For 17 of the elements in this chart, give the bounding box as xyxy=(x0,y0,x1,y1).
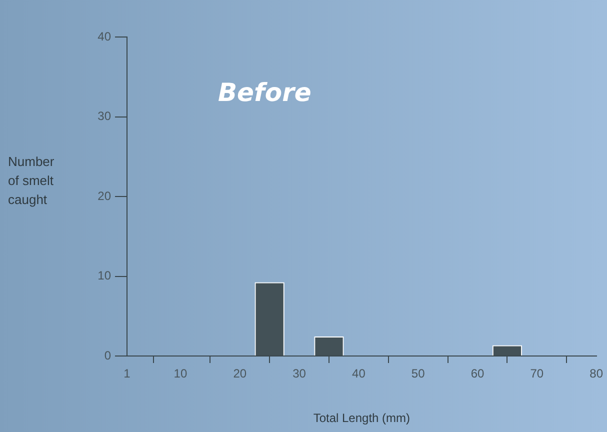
y-tick-label: 30 xyxy=(98,109,112,124)
x-tick-label: 50 xyxy=(411,366,426,381)
x-tick-label: 60 xyxy=(470,366,485,381)
x-tick-label: 10 xyxy=(174,366,188,381)
y-tick-label: 20 xyxy=(98,188,112,203)
y-tick-label: 10 xyxy=(98,268,112,283)
y-tick-label: 40 xyxy=(98,29,112,44)
x-tick-label: 20 xyxy=(233,366,247,381)
x-tick-label: 40 xyxy=(352,366,366,381)
x-axis-title: Total Length (mm) xyxy=(313,411,410,426)
y-axis-title: Number of smelt caught xyxy=(8,153,56,209)
x-tick-label: 70 xyxy=(530,366,544,381)
y-tick-label: 0 xyxy=(104,348,112,362)
x-tick-label: 30 xyxy=(292,366,306,381)
x-tick-label: 1 xyxy=(124,366,131,381)
text: Before xyxy=(218,78,312,107)
x-tick-label: 80 xyxy=(590,366,604,381)
